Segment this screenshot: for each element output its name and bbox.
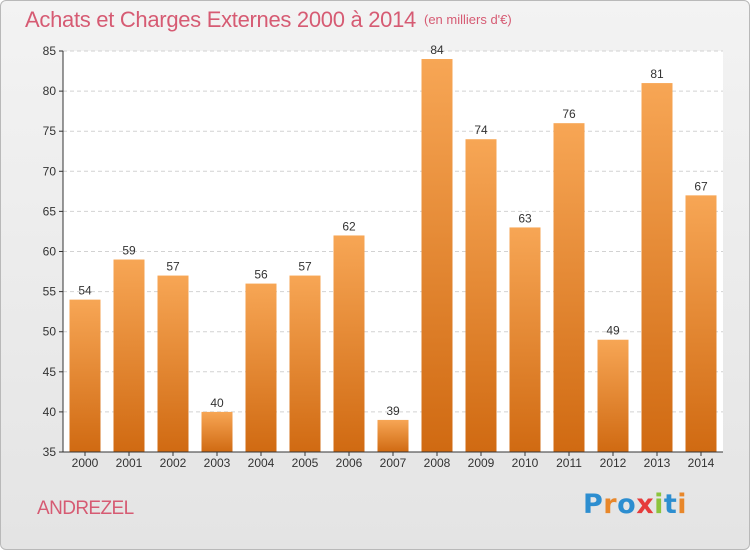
logo-letter: x (636, 489, 655, 520)
data-label: 76 (562, 107, 576, 121)
data-label: 84 (430, 43, 444, 57)
title-main: Achats et Charges Externes 2000 à 2014 (25, 7, 416, 32)
bar (333, 235, 365, 452)
bar (553, 123, 585, 453)
data-label: 56 (254, 268, 268, 282)
x-tick-label: 2011 (556, 456, 582, 470)
x-tick-label: 2004 (248, 456, 275, 470)
bar (377, 419, 409, 452)
data-label: 62 (342, 219, 356, 233)
data-label: 54 (78, 284, 92, 298)
x-tick-label: 2003 (204, 456, 231, 470)
logo-letter: i (677, 489, 688, 520)
data-label: 74 (474, 123, 488, 137)
x-tick-label: 2009 (468, 456, 495, 470)
y-tick-label: 75 (43, 124, 57, 138)
bar (641, 83, 673, 452)
bar (509, 227, 541, 452)
title-unit: (en milliers d'€) (423, 12, 512, 27)
x-tick-label: 2014 (688, 456, 715, 470)
x-tick-label: 2001 (116, 456, 143, 470)
logo-letter: i (654, 489, 664, 520)
y-tick-label: 65 (43, 204, 57, 218)
x-tick-label: 2013 (644, 456, 671, 470)
y-tick-label: 35 (43, 445, 57, 459)
data-label: 57 (298, 260, 312, 274)
y-tick-label: 70 (43, 164, 57, 178)
bar (685, 195, 717, 453)
data-label: 81 (650, 67, 664, 81)
data-label: 67 (694, 179, 708, 193)
bar (245, 283, 277, 452)
chart-title: Achats et Charges Externes 2000 à 2014 (e… (25, 7, 512, 33)
y-tick-label: 60 (43, 245, 57, 259)
x-tick-label: 2002 (160, 456, 187, 470)
x-tick-label: 2007 (380, 456, 407, 470)
bar (113, 259, 145, 452)
bar (465, 139, 497, 452)
bar (597, 339, 629, 452)
data-label: 57 (166, 260, 180, 274)
data-label: 63 (518, 211, 532, 225)
proxiti-logo: Proxiti (583, 489, 687, 520)
y-tick-label: 50 (43, 325, 57, 339)
y-tick-label: 55 (43, 285, 57, 299)
x-tick-label: 2008 (424, 456, 451, 470)
logo-letter: P (583, 489, 604, 520)
bar (157, 275, 189, 452)
x-tick-label: 2000 (72, 456, 99, 470)
bar (421, 59, 453, 453)
bar (289, 275, 321, 452)
data-label: 39 (386, 404, 400, 418)
x-tick-label: 2010 (512, 456, 539, 470)
y-tick-label: 85 (43, 44, 57, 58)
y-tick-label: 80 (43, 84, 57, 98)
data-label: 59 (122, 244, 136, 258)
data-label: 40 (210, 396, 224, 410)
commune-name: ANDREZEL (37, 498, 134, 519)
y-tick-label: 45 (43, 365, 57, 379)
x-tick-label: 2006 (336, 456, 363, 470)
y-tick-label: 40 (43, 405, 57, 419)
bar (69, 299, 101, 452)
x-tick-label: 2005 (292, 456, 319, 470)
logo-letter: o (617, 489, 637, 520)
bar (201, 411, 233, 452)
x-tick-label: 2012 (600, 456, 627, 470)
data-label: 49 (606, 324, 620, 338)
logo-letter: r (603, 489, 618, 520)
logo-letter: t (663, 489, 678, 520)
